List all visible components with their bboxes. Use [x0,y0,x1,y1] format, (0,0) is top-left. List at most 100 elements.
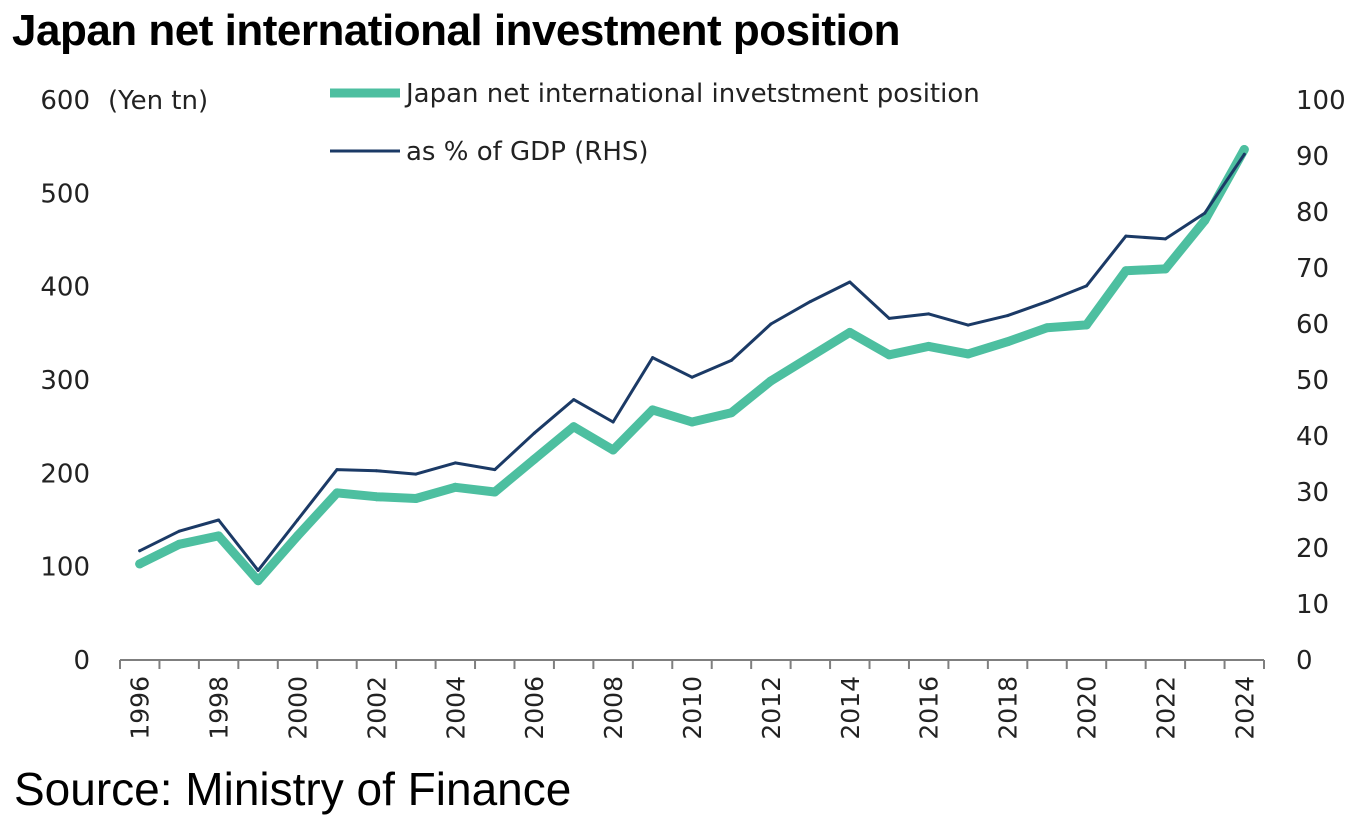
source-note: Source: Ministry of Finance [14,763,572,815]
data-point-niip-gdp-pct [848,280,852,284]
x-axis: 1996 1998 2000 2002 2004 2006 2008 2010 2012 2014… [119,659,1265,740]
data-point-niip-gdp-pct [966,323,970,327]
data-point-niip-gdp-pct [769,322,773,326]
data-point-niip-gdp-pct [572,398,576,402]
data-point-niip-gdp-pct [611,420,615,424]
data-point-niip-yen [1160,264,1170,274]
y-right-tick-label: 90 [1296,142,1329,172]
data-point-niip-gdp-pct [1163,237,1167,241]
y-right-tick-label: 10 [1296,590,1329,620]
data-point-niip-gdp-pct [1203,211,1207,215]
series-line-niip-yen [135,145,1249,586]
data-point-niip-yen [1121,266,1131,276]
data-point-niip-yen [450,482,460,492]
x-tick-label: 1998 [205,676,234,740]
legend-label-niip-yen: Japan net international invetstment posi… [404,79,980,109]
data-point-niip-yen [687,417,697,427]
x-tick-label: 2022 [1151,676,1180,740]
data-point-niip-gdp-pct [414,472,418,476]
y-left-tick-label: 0 [73,646,90,676]
data-point-niip-yen [293,531,302,541]
data-point-niip-gdp-pct [296,518,299,522]
data-point-niip-gdp-pct [1006,314,1010,318]
series-layer [135,145,1249,586]
data-point-niip-gdp-pct [374,469,378,473]
data-point-niip-yen [1003,337,1013,347]
data-point-niip-yen [924,341,934,351]
data-point-niip-gdp-pct [808,300,812,304]
data-point-niip-gdp-pct [453,461,457,465]
y-left-tick-label: 600 [40,86,90,116]
data-point-niip-gdp-pct [1242,152,1246,156]
y-right-tick-label: 60 [1296,310,1329,340]
data-point-niip-yen [1042,323,1052,333]
data-point-niip-gdp-pct [256,568,260,572]
data-point-niip-gdp-pct [651,356,655,360]
data-point-niip-yen [963,349,973,359]
x-tick-label: 2014 [836,676,865,740]
data-point-niip-yen [214,531,224,541]
y-left-tick-label: 300 [40,366,90,396]
data-point-niip-gdp-pct [177,529,181,533]
x-tick-label: 2024 [1230,676,1259,740]
data-point-niip-yen [766,376,776,386]
data-point-niip-gdp-pct [532,431,536,435]
x-tick-label: 2004 [441,676,470,740]
data-point-niip-yen [608,445,618,455]
y-left-tick-label: 200 [40,459,90,489]
data-point-niip-gdp-pct [1085,284,1088,288]
data-point-niip-yen [648,405,658,415]
data-point-niip-yen [1239,145,1249,154]
data-point-niip-yen [1082,320,1091,330]
data-point-niip-gdp-pct [887,316,891,320]
x-tick-label: 2006 [520,676,549,740]
data-point-niip-yen [253,576,263,586]
y-right-tick-label: 20 [1296,534,1329,564]
data-point-niip-gdp-pct [1124,234,1128,238]
x-tick-label: 1996 [126,676,155,740]
x-tick-label: 2002 [362,676,391,740]
y-right-tick-label: 0 [1296,646,1313,676]
y-right-tick-label: 30 [1296,478,1329,508]
data-point-niip-yen [174,539,184,549]
data-point-niip-gdp-pct [493,468,497,472]
data-point-niip-yen [884,350,894,360]
data-point-niip-yen [805,352,815,362]
data-point-niip-gdp-pct [335,468,339,472]
x-tick-label: 2018 [994,676,1023,740]
x-tick-label: 2016 [915,676,944,740]
data-point-niip-gdp-pct [1045,300,1049,304]
data-point-niip-gdp-pct [217,518,221,522]
y-left-tick-label: 100 [40,553,90,583]
data-point-niip-gdp-pct [927,312,931,316]
y-left-tick-label: 500 [40,179,90,209]
y-left-unit-label: (Yen tn) [108,86,208,116]
x-tick-label: 2000 [284,676,313,740]
data-point-niip-yen [332,488,342,498]
data-point-niip-gdp-pct [690,375,694,379]
x-tick-label: 2020 [1072,676,1101,740]
data-point-niip-yen [135,559,145,569]
data-point-niip-gdp-pct [729,358,733,362]
series-line-niip-gdp-pct [138,152,1246,572]
data-point-niip-yen [529,454,539,464]
legend-label-niip-gdp-pct: as % of GDP (RHS) [406,137,649,167]
data-point-niip-yen [411,494,421,503]
data-point-niip-yen [371,492,381,502]
chart-legend: Japan net international invetstment posi… [330,79,980,167]
x-tick-label: 2012 [757,676,786,740]
data-point-niip-gdp-pct [138,549,142,553]
x-tick-label: 2008 [599,676,628,740]
data-point-niip-yen [1200,215,1210,225]
y-right-tick-label: 40 [1296,422,1329,452]
chart-title: Japan net international investment posit… [12,6,900,55]
y-right-tick-label: 70 [1296,254,1329,284]
x-tick-label: 2010 [678,676,707,740]
y-right-tick-label: 80 [1296,198,1329,228]
y-left-tick-label: 400 [40,273,90,303]
data-point-niip-yen [490,487,500,497]
y-right-axis: 0 10 20 30 40 50 60 70 80 90 100 [1296,86,1346,676]
y-right-tick-label: 100 [1296,86,1346,116]
data-point-niip-yen [726,408,736,418]
